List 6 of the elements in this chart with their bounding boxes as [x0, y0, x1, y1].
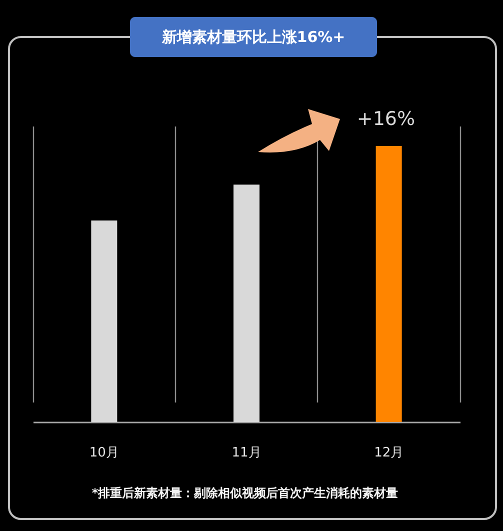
text: *排重后新素材量：剔除相似视频后首次产生消耗的素材量: [92, 486, 398, 500]
chart-title: 新增素材量环比上涨16%+: [160, 28, 346, 46]
x-tick-label: 12月: [374, 446, 404, 460]
x-tick-label: 11月: [232, 446, 262, 460]
x-tick-label: 10月: [89, 446, 119, 460]
text: +16%: [356, 108, 416, 130]
